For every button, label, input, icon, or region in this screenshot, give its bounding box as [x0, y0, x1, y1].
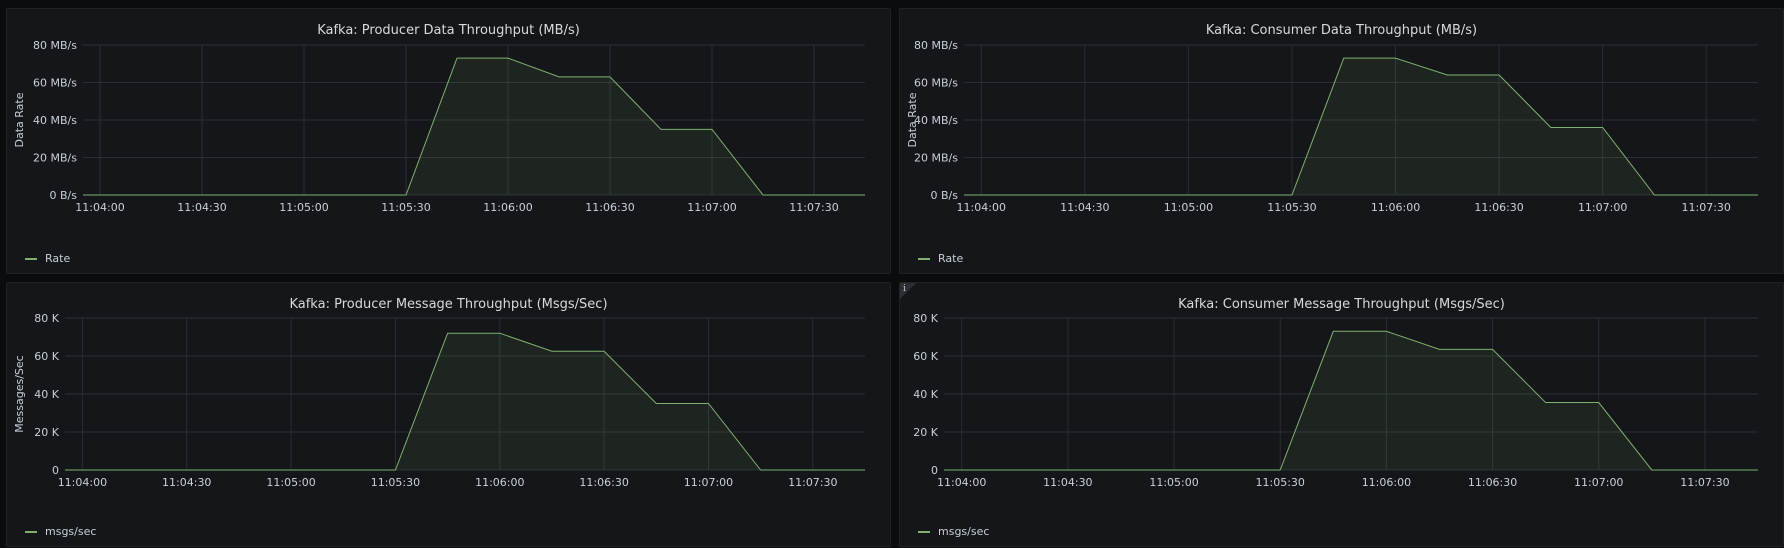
- x-tick-label: 11:06:00: [475, 476, 524, 489]
- x-tick-label: 11:05:00: [266, 476, 315, 489]
- panel-consumer-data-throughput[interactable]: Kafka: Consumer Data Throughput (MB/s) 0…: [899, 8, 1784, 274]
- x-tick-label: 11:06:30: [1468, 476, 1517, 489]
- legend-swatch: [25, 530, 37, 533]
- x-tick-label: 11:05:30: [381, 201, 430, 214]
- y-tick-label: 60 K: [34, 350, 59, 363]
- x-tick-label: 11:07:30: [1682, 201, 1731, 214]
- y-tick-label: 0 B/s: [931, 189, 959, 202]
- x-tick-label: 11:06:30: [579, 476, 628, 489]
- x-tick-label: 11:06:30: [1474, 201, 1523, 214]
- y-tick-label: 60 MB/s: [33, 77, 77, 90]
- x-tick-label: 11:07:00: [1578, 201, 1627, 214]
- y-tick-label: 80 K: [913, 312, 938, 325]
- y-tick-label: 20 K: [913, 426, 938, 439]
- chart: 0 20 K 40 K 60 K 80 K 11:04:00 11:04:30 11:05:0…: [13, 312, 865, 489]
- x-tick-label: 11:07:30: [1680, 476, 1729, 489]
- legend-swatch: [918, 530, 930, 533]
- series-area: [964, 58, 1758, 195]
- y-tick-label: 40 K: [34, 388, 59, 401]
- x-tick-label: 11:04:00: [957, 201, 1006, 214]
- legend[interactable]: Rate: [918, 252, 963, 265]
- series-line[interactable]: [964, 57, 1758, 196]
- x-tick-label: 11:06:00: [1371, 201, 1420, 214]
- y-tick-label: 0: [52, 464, 59, 477]
- panel-title[interactable]: Kafka: Consumer Data Throughput (MB/s): [1205, 22, 1478, 38]
- x-tick-label: 11:07:00: [687, 201, 736, 214]
- chart: 0 B/s 20 MB/s 40 MB/s 60 MB/s 80 MB/s 11:04:0…: [906, 39, 1758, 214]
- series-area: [944, 331, 1758, 470]
- y-axis-title: Messages/Sec: [13, 355, 26, 432]
- y-tick-label: 0 B/s: [50, 189, 78, 202]
- x-tick-label: 11:07:30: [788, 476, 837, 489]
- info-icon[interactable]: i: [903, 284, 906, 294]
- x-tick-label: 11:06:30: [585, 201, 634, 214]
- x-tick-label: 11:04:30: [162, 476, 211, 489]
- y-tick-label: 0: [931, 464, 938, 477]
- panel-consumer-message-throughput[interactable]: i Kafka: Consumer Message Throughput (Ms…: [899, 282, 1784, 547]
- legend-label[interactable]: Rate: [938, 252, 964, 265]
- y-tick-label: 80 MB/s: [914, 39, 958, 52]
- series-area: [65, 333, 865, 470]
- series-area: [83, 58, 865, 195]
- series-line[interactable]: [83, 57, 865, 196]
- legend-swatch: [918, 257, 930, 260]
- x-tick-label: 11:07:30: [789, 201, 838, 214]
- x-tick-label: 11:05:30: [371, 476, 420, 489]
- y-tick-label: 40 K: [913, 388, 938, 401]
- series-line[interactable]: [944, 330, 1758, 471]
- panel-producer-data-throughput[interactable]: Kafka: Producer Data Throughput (MB/s) 0…: [6, 8, 891, 274]
- legend-label[interactable]: Rate: [45, 252, 71, 265]
- x-tick-label: 11:05:00: [279, 201, 328, 214]
- legend-label[interactable]: msgs/sec: [938, 525, 990, 538]
- y-tick-label: 40 MB/s: [33, 114, 77, 127]
- y-tick-label: 20 K: [34, 426, 59, 439]
- x-tick-label: 11:05:30: [1267, 201, 1316, 214]
- x-tick-label: 11:04:00: [75, 201, 124, 214]
- x-tick-label: 11:07:00: [684, 476, 733, 489]
- y-tick-label: 40 MB/s: [914, 114, 958, 127]
- x-tick-label: 11:04:30: [1043, 476, 1092, 489]
- x-tick-label: 11:06:00: [1362, 476, 1411, 489]
- x-tick-label: 11:04:00: [58, 476, 107, 489]
- series-line[interactable]: [65, 332, 865, 471]
- panel-title[interactable]: Kafka: Consumer Message Throughput (Msgs…: [1178, 296, 1505, 312]
- legend-swatch: [25, 257, 37, 260]
- y-tick-label: 60 K: [913, 350, 938, 363]
- panel-title[interactable]: Kafka: Producer Message Throughput (Msgs…: [289, 296, 608, 312]
- y-axis-title: Data Rate: [13, 92, 26, 147]
- x-tick-label: 11:04:00: [937, 476, 986, 489]
- y-tick-label: 60 MB/s: [914, 77, 958, 90]
- chart: 0 20 K 40 K 60 K 80 K 11:04:00 11:04:30 11:05:0…: [913, 312, 1758, 489]
- x-tick-label: 11:04:30: [1060, 201, 1109, 214]
- x-tick-label: 11:06:00: [483, 201, 532, 214]
- y-axis-title: Data Rate: [906, 92, 919, 147]
- legend[interactable]: msgs/sec: [918, 525, 989, 538]
- x-tick-label: 11:05:00: [1149, 476, 1198, 489]
- y-tick-label: 20 MB/s: [914, 152, 958, 165]
- chart: 0 B/s 20 MB/s 40 MB/s 60 MB/s 80 MB/s 11:04:0…: [13, 39, 865, 214]
- x-tick-label: 11:04:30: [177, 201, 226, 214]
- legend[interactable]: Rate: [25, 252, 70, 265]
- x-tick-label: 11:05:30: [1256, 476, 1305, 489]
- y-tick-label: 20 MB/s: [33, 152, 77, 165]
- panel-producer-message-throughput[interactable]: Kafka: Producer Message Throughput (Msgs…: [6, 282, 891, 547]
- x-tick-label: 11:05:00: [1164, 201, 1213, 214]
- x-tick-label: 11:07:00: [1574, 476, 1623, 489]
- y-tick-label: 80 MB/s: [33, 39, 77, 52]
- y-tick-label: 80 K: [34, 312, 59, 325]
- panel-info-corner[interactable]: [900, 283, 916, 299]
- panel-title[interactable]: Kafka: Producer Data Throughput (MB/s): [317, 22, 580, 38]
- legend-label[interactable]: msgs/sec: [45, 525, 97, 538]
- legend[interactable]: msgs/sec: [25, 525, 96, 538]
